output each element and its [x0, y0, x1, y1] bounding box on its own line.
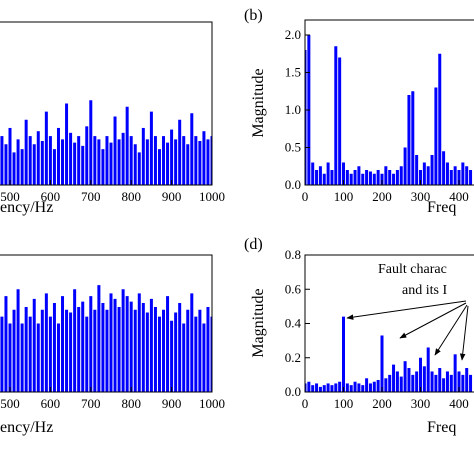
x-tick-label: 800 — [121, 189, 141, 204]
arrows — [346, 300, 469, 361]
panel-label: (d) — [244, 236, 263, 253]
x-tick-label: 1000 — [199, 396, 225, 411]
x-tick-label: 900 — [162, 189, 182, 204]
x-tick-label: 100 — [334, 396, 354, 411]
y-tick-label: 0.6 — [285, 281, 302, 296]
x-tick-label: 300 — [411, 189, 431, 204]
panel-label: (b) — [244, 7, 263, 24]
arrow — [346, 300, 467, 320]
plot-frame — [304, 19, 474, 186]
x-axis-label: Freq — [427, 419, 456, 436]
x-tick-label: 200 — [372, 189, 392, 204]
y-axis-label: Magnitude — [250, 68, 267, 137]
x-tick-label: 300 — [411, 396, 431, 411]
x-tick-label: 800 — [121, 396, 141, 411]
x-tick-label: 500 — [0, 396, 20, 411]
x-tick-label: 500 — [0, 189, 20, 204]
arrow — [399, 302, 467, 339]
y-tick-label: 0.4 — [285, 316, 302, 331]
x-tick-label: 0 — [302, 189, 309, 204]
x-axis-label: ency/Hz — [0, 419, 53, 436]
plot — [305, 35, 473, 185]
x-tick-label: 0 — [302, 396, 309, 411]
x-axis-label: Freq — [427, 199, 456, 216]
x-tick-label: 600 — [41, 396, 61, 411]
plot — [0, 285, 212, 392]
x-tick-label: 100 — [334, 189, 354, 204]
x-tick-label: 700 — [81, 189, 101, 204]
x-axis-label: ency/Hz — [0, 199, 53, 216]
x-tick-label: 900 — [162, 396, 182, 411]
annotation: Fault charac — [378, 262, 447, 277]
x-tick-label: 1000 — [199, 189, 225, 204]
x-tick-label: 200 — [372, 396, 392, 411]
plot — [0, 100, 212, 185]
x-tick-label: 700 — [81, 396, 101, 411]
y-tick-label: 0.5 — [285, 140, 301, 155]
arrow — [459, 305, 469, 361]
annotation: and its I — [402, 283, 447, 298]
y-tick-label: 1.5 — [285, 65, 301, 80]
y-tick-label: 1.0 — [285, 102, 301, 117]
y-axis-label: Magnitude — [250, 288, 267, 357]
x-tick-label: 400 — [449, 396, 469, 411]
x-tick-label: 600 — [41, 189, 61, 204]
y-tick-label: 2.0 — [285, 27, 301, 42]
y-tick-label: 0.0 — [285, 177, 301, 192]
y-tick-label: 0.0 — [285, 384, 301, 399]
arrow — [434, 304, 468, 356]
x-tick-label: 400 — [449, 189, 469, 204]
y-tick-label: 0.2 — [285, 350, 301, 365]
y-tick-label: 0.8 — [285, 247, 301, 262]
plot — [305, 316, 473, 392]
